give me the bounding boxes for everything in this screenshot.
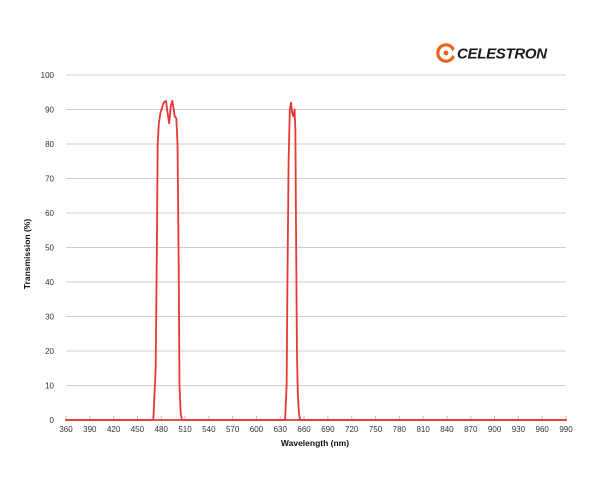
y-tick-label: 80: [45, 140, 54, 149]
x-tick-label: 660: [297, 425, 311, 434]
y-tick-label: 100: [41, 71, 55, 80]
x-tick-label: 780: [393, 425, 407, 434]
x-tick-label: 870: [464, 425, 478, 434]
y-tick-label: 70: [45, 175, 54, 184]
transmission-series-line-1: [65, 99, 567, 421]
x-tick-label: 480: [155, 425, 169, 434]
y-tick-label: 60: [45, 209, 54, 218]
x-tick-label: 900: [488, 425, 502, 434]
x-tick-labels: 360 390 420 450 480 510 540 570 600 630 660 690 720 7…: [59, 425, 573, 434]
x-tick-label: 990: [559, 425, 573, 434]
x-tick-label: 720: [345, 425, 359, 434]
series-group: [65, 99, 567, 421]
x-tick-label: 840: [440, 425, 454, 434]
x-tick-label: 960: [536, 425, 550, 434]
logo-text: CELESTRON: [457, 46, 548, 63]
y-axis-title: Transmission (%): [22, 219, 32, 290]
transmission-series-line-2: [65, 101, 567, 421]
x-tick-label: 630: [274, 425, 288, 434]
x-tick-label: 570: [226, 425, 240, 434]
x-tick-label: 390: [83, 425, 97, 434]
x-tick-label: 360: [59, 425, 73, 434]
y-tick-labels: 0 10 20 30 40 50 60 70 80 90 100: [41, 71, 55, 425]
x-tick-label: 600: [250, 425, 264, 434]
x-tick-label: 450: [131, 425, 145, 434]
y-tick-label: 20: [45, 347, 54, 356]
y-tick-label: 30: [45, 313, 54, 322]
celestron-logo: CELESTRON: [436, 43, 549, 63]
y-tick-label: 90: [45, 106, 54, 115]
x-tick-label: 420: [107, 425, 121, 434]
y-tick-label: 40: [45, 278, 54, 287]
y-tick-label: 10: [45, 382, 54, 391]
x-tick-label: 930: [512, 425, 526, 434]
x-tick-label: 690: [321, 425, 335, 434]
x-tick-label: 510: [178, 425, 192, 434]
logo-mark-icon: [436, 43, 458, 63]
x-tick-label: 540: [202, 425, 216, 434]
y-tick-label: 0: [50, 416, 55, 425]
x-tick-label: 810: [416, 425, 430, 434]
y-tick-label: 50: [45, 244, 54, 253]
gridlines: [65, 74, 567, 421]
x-axis-title: Wavelength (nm): [281, 438, 349, 448]
x-tick-label: 750: [369, 425, 383, 434]
